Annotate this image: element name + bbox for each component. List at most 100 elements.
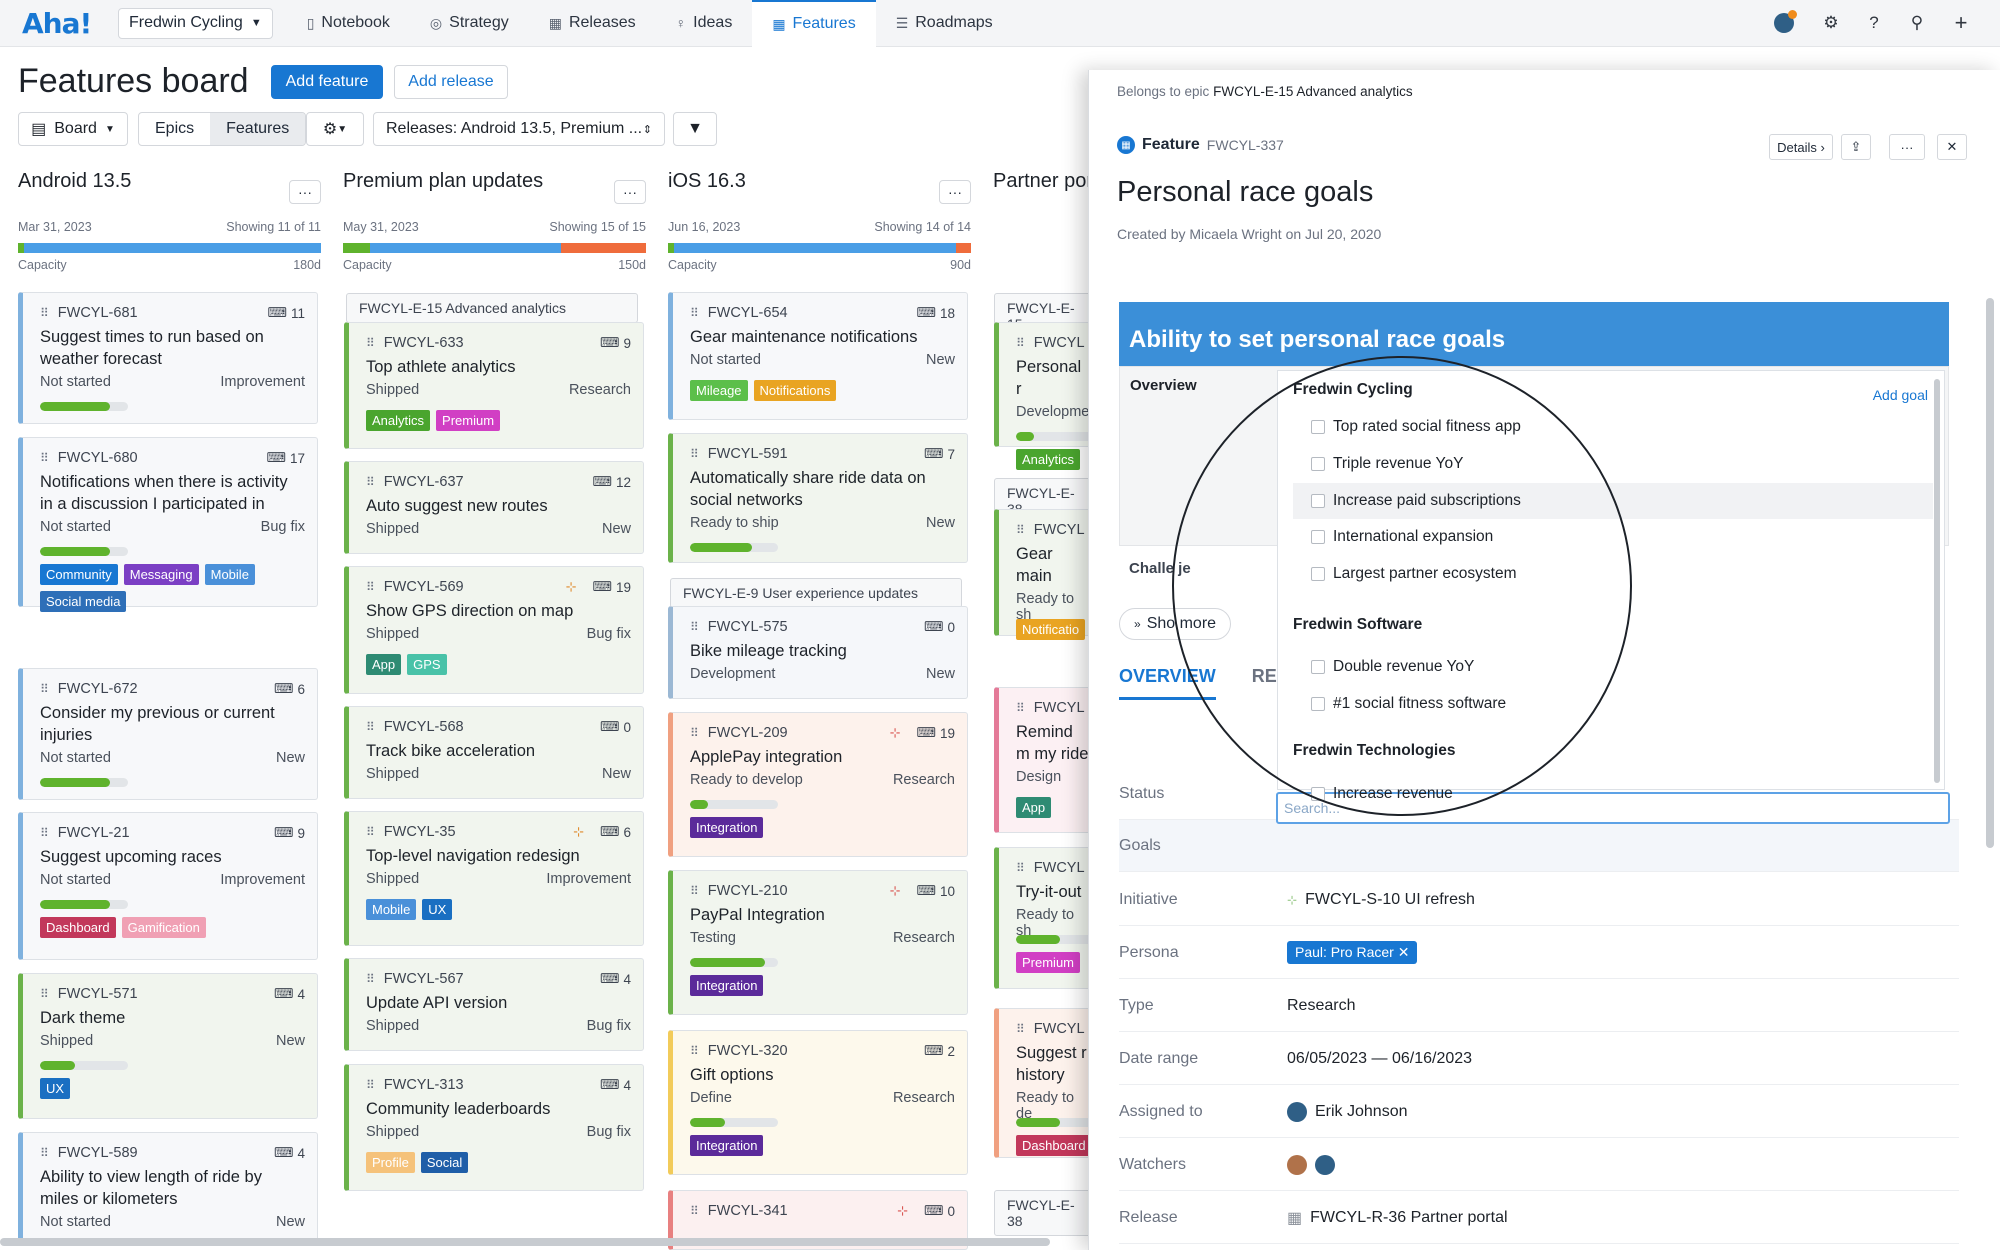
drag-handle-icon[interactable]: ⠿ (40, 826, 50, 840)
feature-card[interactable]: ⠿ FWCYL-35 ⊹ ⌨ 6 Top-level navigation redesig… (344, 811, 644, 946)
drag-handle-icon[interactable]: ⠿ (40, 682, 50, 696)
feature-card[interactable]: ⠿ FWCYL-637 ⌨ 12 Auto suggest new routes Ship… (344, 461, 644, 554)
goal-option[interactable]: International expansion (1293, 519, 1933, 555)
field-value[interactable]: Erik Johnson (1315, 1102, 1408, 1120)
drag-handle-icon[interactable]: ⠿ (690, 620, 700, 634)
epic-group-header[interactable]: FWCYL-E-9 User experience updates (670, 578, 962, 608)
column-more-button[interactable]: ··· (614, 180, 646, 204)
feature-card[interactable]: ⠿ FWCYL Gear main Ready to sh Notificatio (994, 509, 1104, 640)
drag-handle-icon[interactable]: ⠿ (690, 1204, 700, 1218)
help-icon[interactable]: ? (1869, 13, 1879, 32)
description-banner[interactable]: Ability to set personal race goals (1119, 302, 1949, 366)
share-icon[interactable]: ⇪ (1841, 134, 1871, 160)
tag[interactable]: UX (422, 899, 453, 920)
dropdown-scrollbar[interactable] (1934, 379, 1940, 783)
feature-card[interactable]: ⠿ FWCYL-571 ⌨ 4 Dark theme Shipped New UX (18, 973, 318, 1119)
feature-card[interactable]: ⠿ FWCYL-591 ⌨ 7 Automatically share ride dat… (668, 433, 968, 563)
tag[interactable]: Mobile (204, 564, 255, 585)
tag[interactable]: Notifications (753, 380, 837, 401)
goal-option[interactable]: Increase paid subscriptions (1293, 483, 1933, 519)
goal-option[interactable]: Triple revenue YoY (1293, 446, 1933, 482)
feature-card[interactable]: ⠿ FWCYL Remind m my ride Design App (994, 687, 1104, 833)
drag-handle-icon[interactable]: ⠿ (690, 1044, 700, 1058)
feature-card[interactable]: ⠿ FWCYL-568 ⌨ 0 Track bike acceleration Shipp… (344, 706, 644, 799)
watcher-avatar[interactable] (1315, 1154, 1335, 1175)
settings-dropdown[interactable]: ⚙ ▼ (306, 112, 364, 146)
nav-tab-notebook[interactable]: ▯ Notebook (287, 0, 410, 47)
close-icon[interactable]: ✕ (1937, 134, 1967, 160)
checkbox[interactable] (1311, 494, 1325, 508)
drag-handle-icon[interactable]: ⠿ (690, 884, 700, 898)
add-release-button[interactable]: Add release (394, 65, 508, 99)
tag[interactable]: Notificatio (1016, 619, 1086, 640)
feature-card[interactable]: ⠿ FWCYL-320 ⌨ 2 Gift options Define Research In… (668, 1030, 968, 1175)
drag-handle-icon[interactable]: ⠿ (1016, 701, 1026, 715)
tag[interactable]: Premium (436, 410, 501, 431)
feature-card[interactable]: ⠿ FWCYL-210 ⊹ ⌨ 10 PayPal Integration Testing R… (668, 870, 968, 1015)
tag[interactable]: Mileage (690, 380, 748, 401)
tag[interactable]: Analytics (366, 410, 431, 431)
checkbox[interactable] (1311, 567, 1325, 581)
persona-pill[interactable]: Paul: Pro Racer ✕ (1287, 941, 1418, 964)
drag-handle-icon[interactable]: ⠿ (366, 972, 376, 986)
drag-handle-icon[interactable]: ⠿ (690, 726, 700, 740)
drag-handle-icon[interactable]: ⠿ (366, 1078, 376, 1092)
nav-tab-ideas[interactable]: ♀ Ideas (656, 0, 753, 47)
tag[interactable]: Dashboard (40, 917, 116, 938)
tag[interactable]: Analytics (1016, 449, 1081, 470)
drag-handle-icon[interactable]: ⠿ (40, 987, 50, 1001)
toggle-epics[interactable]: Epics (155, 120, 195, 137)
drag-handle-icon[interactable]: ⠿ (690, 306, 700, 320)
feature-card[interactable]: ⠿ FWCYL-680 ⌨ 17 Notifications when there is… (18, 437, 318, 612)
add-goal-link[interactable]: Add goal (1872, 387, 1928, 403)
drag-handle-icon[interactable]: ⠿ (1016, 336, 1026, 350)
tab-overview[interactable]: OVERVIEW (1119, 666, 1216, 700)
field-value[interactable]: FWCYL-S-10 UI refresh (1305, 890, 1475, 908)
goal-option[interactable]: Largest partner ecosystem (1293, 556, 1933, 592)
feature-card[interactable]: ⠿ FWCYL-569 ⊹ ⌨ 19 Show GPS direction on map S… (344, 566, 644, 694)
search-icon[interactable]: ⚲ (1910, 13, 1924, 32)
gear-icon[interactable]: ⚙ (1823, 13, 1839, 32)
goal-option[interactable]: #1 social fitness software (1293, 686, 1933, 722)
drag-handle-icon[interactable]: ⠿ (40, 451, 50, 465)
nav-tab-features[interactable]: ▦ Features (752, 0, 876, 47)
tag[interactable]: Social (420, 1152, 469, 1173)
checkbox[interactable] (1311, 420, 1325, 434)
toggle-features[interactable]: Features (210, 113, 306, 145)
feature-card[interactable]: ⠿ FWCYL-209 ⊹ ⌨ 19 ApplePay integration Ready … (668, 712, 968, 857)
field-value[interactable]: Research (1287, 996, 1356, 1014)
drag-handle-icon[interactable]: ⠿ (1016, 861, 1026, 875)
checkbox[interactable] (1311, 697, 1325, 711)
drag-handle-icon[interactable]: ⠿ (366, 336, 376, 350)
drag-handle-icon[interactable]: ⠿ (366, 825, 376, 839)
tag[interactable]: Mobile (366, 899, 417, 920)
checkbox[interactable] (1311, 457, 1325, 471)
remove-icon[interactable]: ✕ (1397, 944, 1410, 960)
column-more-button[interactable]: ··· (289, 180, 321, 204)
tag[interactable]: Premium (1016, 952, 1081, 973)
feature-card[interactable]: ⠿ FWCYL-21 ⌨ 9 Suggest upcoming races Not sta… (18, 812, 318, 960)
goal-option[interactable]: Increase revenue (1293, 776, 1933, 812)
nav-tab-releases[interactable]: ▦ Releases (529, 0, 656, 47)
checkbox[interactable] (1311, 660, 1325, 674)
user-avatar[interactable] (1773, 10, 1797, 34)
add-feature-button[interactable]: Add feature (271, 65, 383, 99)
drag-handle-icon[interactable]: ⠿ (366, 720, 376, 734)
field-value[interactable]: 06/05/2023 — 06/16/2023 (1287, 1049, 1473, 1067)
feature-card[interactable]: ⠿ FWCYL-654 ⌨ 18 Gear maintenance notificati… (668, 292, 968, 420)
drag-handle-icon[interactable]: ⠿ (1016, 523, 1026, 537)
tag[interactable]: Community (40, 564, 118, 585)
tag[interactable]: GPS (407, 654, 447, 675)
tag[interactable]: Social media (40, 591, 127, 612)
drag-handle-icon[interactable]: ⠿ (690, 447, 700, 461)
epic-group-header[interactable]: FWCYL-E-38 (994, 1190, 1094, 1236)
drag-handle-icon[interactable]: ⠿ (366, 475, 376, 489)
field-value[interactable]: FWCYL-R-36 Partner portal (1310, 1208, 1508, 1226)
goals-search-input[interactable]: Search... (1276, 792, 1950, 824)
epic-link[interactable]: FWCYL-E-15 Advanced analytics (1213, 84, 1413, 99)
aha-logo[interactable]: Aha! (22, 6, 92, 40)
tag[interactable]: Integration (690, 975, 764, 996)
column-title[interactable]: Premium plan updates (343, 170, 544, 192)
tag[interactable]: Profile (366, 1152, 415, 1173)
tag[interactable]: Gamification (121, 917, 206, 938)
